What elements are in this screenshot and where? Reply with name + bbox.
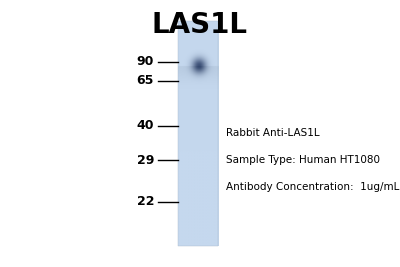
Bar bbox=[178, 21, 218, 246]
Text: Sample Type: Human HT1080: Sample Type: Human HT1080 bbox=[226, 155, 380, 165]
Text: LAS1L: LAS1L bbox=[152, 11, 248, 39]
Text: 29: 29 bbox=[137, 154, 154, 167]
Text: 90: 90 bbox=[137, 55, 154, 68]
Text: Rabbit Anti-LAS1L: Rabbit Anti-LAS1L bbox=[226, 128, 320, 139]
Text: Antibody Concentration:  1ug/mL: Antibody Concentration: 1ug/mL bbox=[226, 182, 399, 192]
Text: 22: 22 bbox=[136, 195, 154, 209]
Bar bbox=[178, 21, 218, 246]
Text: 40: 40 bbox=[136, 119, 154, 132]
Text: 65: 65 bbox=[137, 74, 154, 87]
